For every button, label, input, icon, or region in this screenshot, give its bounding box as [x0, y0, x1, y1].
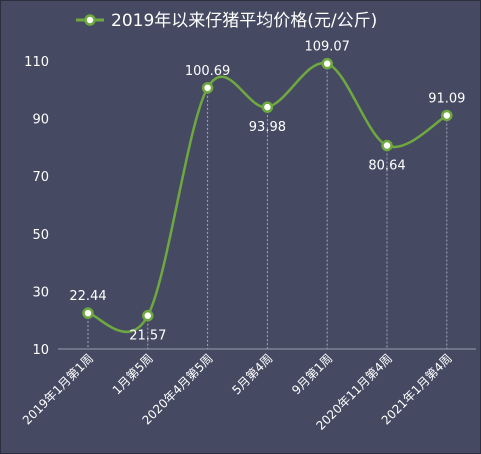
data-label: 80.64 [368, 159, 405, 174]
data-label: 22.44 [69, 289, 106, 304]
data-point [381, 139, 393, 152]
data-label: 21.57 [129, 329, 166, 344]
y-tick-label: 30 [32, 285, 49, 300]
data-point [142, 309, 154, 322]
data-label: 91.09 [428, 91, 465, 106]
data-point [441, 109, 453, 122]
y-axis-ticks: 10 30 50 70 90 110 [24, 55, 49, 358]
y-tick-label: 10 [32, 343, 49, 358]
y-tick-label: 70 [32, 170, 49, 185]
data-point [261, 101, 274, 113]
data-label: 93.98 [249, 120, 286, 135]
chart-title: 2019年以来仔猪平均价格(元/公斤) [111, 11, 377, 31]
data-point [321, 57, 333, 70]
data-label: 100.69 [185, 64, 231, 79]
data-point [201, 82, 214, 94]
data-point [82, 307, 94, 319]
data-label: 109.07 [304, 40, 350, 55]
y-tick-label: 110 [24, 55, 49, 70]
legend-marker-swatch [84, 14, 96, 26]
y-tick-label: 90 [32, 113, 49, 128]
legend: 2019年以来仔猪平均价格(元/公斤) [76, 11, 377, 31]
y-tick-label: 50 [32, 228, 49, 243]
data-labels: 22.44 21.57 100.69 93.98 109.07 80.64 91.09 [69, 40, 465, 344]
series-markers [82, 57, 453, 322]
